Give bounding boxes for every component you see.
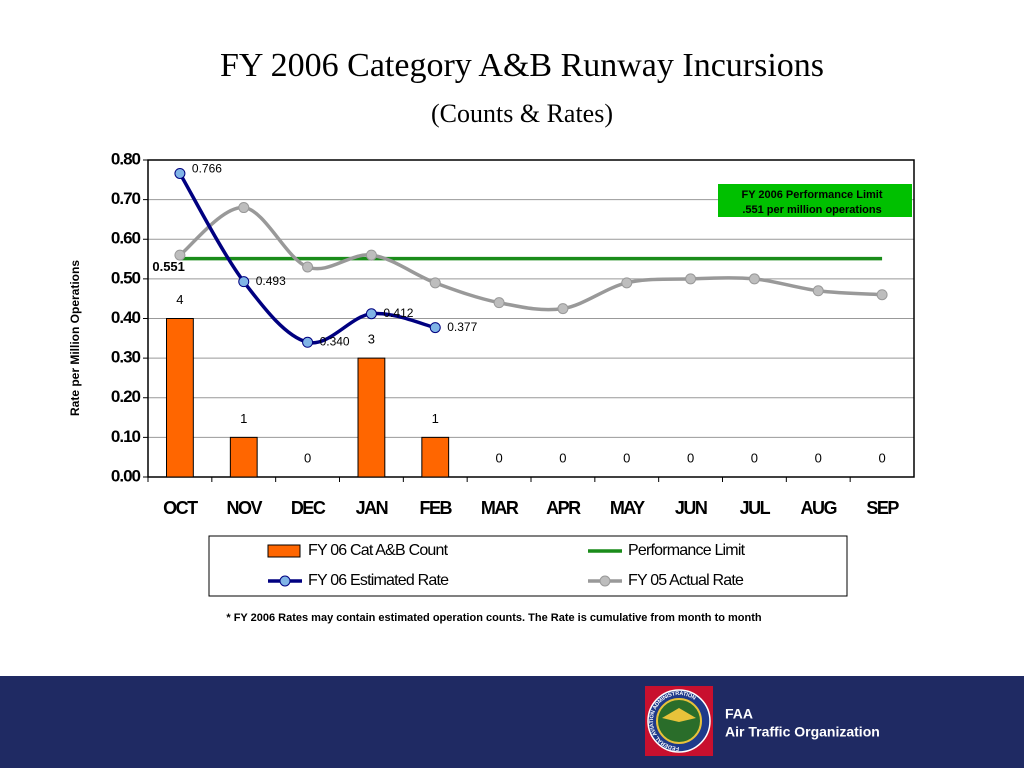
x-tick-label: MAY [610,498,645,518]
bar-label: 3 [368,332,375,347]
y-tick-label: 0.70 [111,189,141,208]
x-tick-label: JUL [740,498,771,518]
legend-swatch [267,544,301,558]
bar-label: 0 [878,450,885,465]
value-label: 0.377 [447,320,477,334]
bar-label: 0 [304,450,311,465]
marker [174,167,186,179]
value-label: 0.340 [320,334,350,348]
bar-label: 0 [687,450,694,465]
marker [238,276,250,288]
x-tick-label: NOV [226,498,262,518]
x-tick-label: MAR [481,498,519,518]
marker [621,277,633,289]
marker [429,322,441,334]
marker [302,261,314,273]
legend-label: FY 05 Actual Rate [628,572,744,589]
bar-label: 0 [495,450,502,465]
bar-label: 0 [751,450,758,465]
y-tick-label: 0.80 [111,149,141,168]
annotation-box [718,184,912,217]
chart-subtitle: (Counts & Rates) [431,99,613,128]
marker [365,249,377,261]
bar-label: 0 [815,450,822,465]
legend-label: FY 06 Cat A&B Count [308,542,449,559]
y-tick-label: 0.00 [111,466,141,485]
annotation: FY 2006 Performance Limit [741,189,882,201]
legend-box [208,535,848,597]
marker [302,336,314,348]
bar-label: 4 [176,292,183,307]
bar-label: 0 [559,450,566,465]
footer-line2: Air Traffic Organization [725,724,880,740]
marker [876,289,888,301]
value-label: 0.412 [383,306,413,320]
note: * FY 2006 Rates may contain estimated op… [226,612,762,624]
chart-title: FY 2006 Category A&B Runway Incursions [220,47,824,84]
y-tick-label: 0.50 [111,268,141,287]
x-tick-label: OCT [163,498,198,518]
marker [429,277,441,289]
logo-wings [662,708,696,722]
footer-line1: FAA [725,706,753,722]
legend-label: Performance Limit [628,542,746,559]
x-tick-label: AUG [801,498,837,518]
value-label: 0.493 [256,274,286,288]
marker [238,202,250,214]
y-tick-label: 0.10 [111,427,141,446]
y-tick-label: 0.30 [111,348,141,367]
bar [166,318,194,478]
marker [685,273,697,285]
marker [748,273,760,285]
bar-label: 1 [240,411,247,426]
annotation: .551 per million operations [742,204,881,216]
legend-marker [599,575,611,587]
y-tick-label: 0.40 [111,308,141,327]
marker [174,249,186,261]
bar [357,357,386,478]
marker [365,308,377,320]
bar [229,436,258,478]
x-tick-label: JUN [675,498,707,518]
y-axis-label: Rate per Million Operations [68,260,82,416]
footer-band [0,676,1024,768]
marker [493,297,505,309]
y-tick-label: 0.20 [111,387,141,406]
bar-label: 0 [623,450,630,465]
legend: FY 06 Cat A&B Count FY 06 Estimated Rate P… [267,542,746,589]
legend-marker [279,575,291,587]
x-tick-label: DEC [291,498,326,518]
legend-label: FY 06 Estimated Rate [308,572,449,589]
value-label: 0.551 [152,259,185,274]
bar [421,436,450,478]
y-tick-label: 0.60 [111,229,141,248]
marker [557,303,569,315]
x-tick-label: APR [546,498,581,518]
value-label: 0.766 [192,162,222,176]
bar-label: 1 [432,411,439,426]
x-tick-label: SEP [866,498,899,518]
x-tick-label: JAN [356,498,388,518]
x-tick-label: FEB [420,498,453,518]
marker [812,285,824,297]
